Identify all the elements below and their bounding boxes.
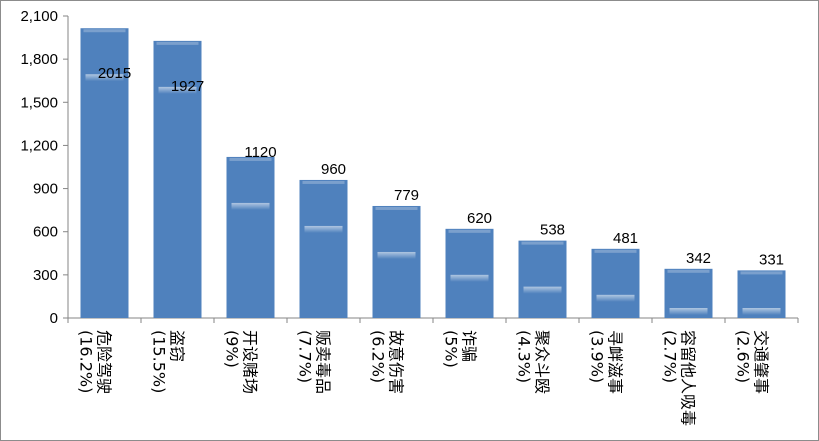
bar-gloss (304, 225, 343, 233)
category-percent: (2.7%) (661, 330, 680, 383)
y-tick-label: 600 (33, 224, 58, 241)
data-label: 2015 (98, 65, 131, 82)
data-label: 331 (759, 251, 784, 268)
y-tick-label: 1,800 (20, 51, 58, 68)
bar-gloss (596, 294, 635, 302)
bar (299, 179, 348, 318)
bar-highlight (667, 269, 710, 273)
category-label: 危险驾驶(16.2%) (77, 330, 114, 394)
bar-body (299, 179, 348, 318)
bar (737, 270, 786, 318)
bar-body (226, 156, 275, 318)
y-tick-label: 900 (33, 181, 58, 198)
bar (226, 156, 275, 318)
bar (153, 40, 202, 318)
category-percent: (3.9%) (588, 330, 607, 383)
data-labels: 2015 1927 1120 960 779 620 538 481 342 331 (98, 65, 784, 268)
bar-gloss (231, 202, 270, 210)
bar-body (591, 248, 640, 318)
category-percent: (5%) (442, 330, 461, 368)
bars (80, 28, 786, 318)
category-name: 容留他人吸毒 (679, 330, 698, 426)
category-name: 故意伤害 (387, 330, 406, 394)
bar (372, 205, 421, 318)
data-label: 779 (394, 187, 419, 204)
bar-highlight (448, 229, 491, 233)
category-label: 寻衅滋事(3.9%) (588, 330, 625, 394)
category-label: 故意伤害(6.2%) (369, 330, 406, 394)
bar-body (518, 240, 567, 318)
category-label: 开设赌场(9%) (223, 330, 260, 394)
data-label: 342 (686, 250, 711, 267)
category-name: 交通肇事 (752, 330, 771, 394)
category-name: 危险驾驶 (95, 330, 114, 394)
axes: 0 300 600 900 1,200 1,500 1,800 2,100 (20, 8, 799, 327)
data-label: 960 (321, 161, 346, 178)
category-name: 盗窃 (168, 330, 187, 362)
category-name: 寻衅滋事 (606, 330, 625, 394)
bar-gloss (158, 86, 197, 94)
category-name: 贩卖毒品 (314, 330, 333, 394)
y-tick-label: 300 (33, 267, 58, 284)
category-percent: (16.2%) (77, 330, 96, 393)
data-label: 1120 (244, 144, 276, 161)
y-tick-label: 2,100 (20, 8, 58, 25)
category-percent: (9%) (223, 330, 242, 368)
y-tick-label: 1,200 (20, 137, 58, 154)
category-label: 贩卖毒品(7.7%) (296, 330, 333, 394)
y-tick-label: 0 (50, 310, 58, 327)
bar (664, 268, 713, 318)
category-name: 诈骗 (460, 330, 479, 362)
category-label: 聚众斗殴(4.3%) (515, 330, 552, 394)
bar-gloss (450, 274, 489, 282)
bar-highlight (302, 180, 345, 184)
category-percent: (15.5%) (150, 330, 169, 393)
bar-gloss (377, 251, 416, 259)
bar (591, 248, 640, 318)
category-label: 交通肇事(2.6%) (734, 330, 771, 394)
category-percent: (7.7%) (296, 330, 315, 383)
bar-highlight (83, 29, 126, 33)
data-label: 620 (467, 210, 492, 227)
bar-highlight (229, 157, 272, 161)
category-label: 诈骗(5%) (442, 330, 479, 368)
bar-gloss (669, 308, 708, 315)
category-label: 容留他人吸毒(2.7%) (661, 330, 698, 426)
category-name: 聚众斗殴 (533, 330, 552, 394)
bar-gloss (742, 308, 781, 315)
category-percent: (6.2%) (369, 330, 388, 383)
bar-gloss (523, 286, 562, 294)
bar (445, 228, 494, 318)
bar-highlight (156, 41, 199, 45)
bar-highlight (594, 249, 637, 253)
bar-highlight (375, 206, 418, 210)
data-label: 538 (540, 222, 565, 239)
bar-highlight (521, 241, 564, 245)
category-percent: (2.6%) (734, 330, 753, 383)
bar (518, 240, 567, 318)
data-label: 1927 (171, 78, 204, 95)
bar-highlight (740, 271, 783, 275)
data-label: 481 (613, 230, 638, 247)
bar (80, 28, 129, 318)
y-tick-label: 1,500 (20, 94, 58, 111)
bar-gloss (85, 74, 124, 82)
category-percent: (4.3%) (515, 330, 534, 383)
category-label: 盗窃(15.5%) (150, 330, 187, 393)
category-name: 开设赌场 (241, 330, 260, 394)
category-labels: 危险驾驶(16.2%) 盗窃(15.5%) 开设赌场(9%) 贩卖毒品(7.7%) 故意… (77, 330, 771, 426)
bar-body (372, 205, 421, 318)
bar-body (445, 228, 494, 318)
